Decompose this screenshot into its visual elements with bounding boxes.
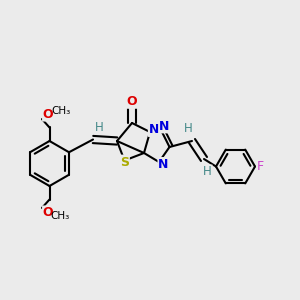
Text: CH₃: CH₃ bbox=[51, 106, 70, 116]
Text: H: H bbox=[203, 165, 212, 178]
Text: O: O bbox=[43, 206, 53, 219]
Text: O: O bbox=[127, 95, 137, 108]
Text: N: N bbox=[158, 158, 169, 171]
Text: N: N bbox=[149, 123, 159, 136]
Text: N: N bbox=[159, 119, 170, 133]
Text: F: F bbox=[257, 160, 264, 173]
Text: H: H bbox=[94, 121, 103, 134]
Text: CH₃: CH₃ bbox=[50, 211, 69, 221]
Text: H: H bbox=[184, 122, 193, 135]
Text: S: S bbox=[120, 155, 129, 169]
Text: O: O bbox=[43, 108, 53, 121]
